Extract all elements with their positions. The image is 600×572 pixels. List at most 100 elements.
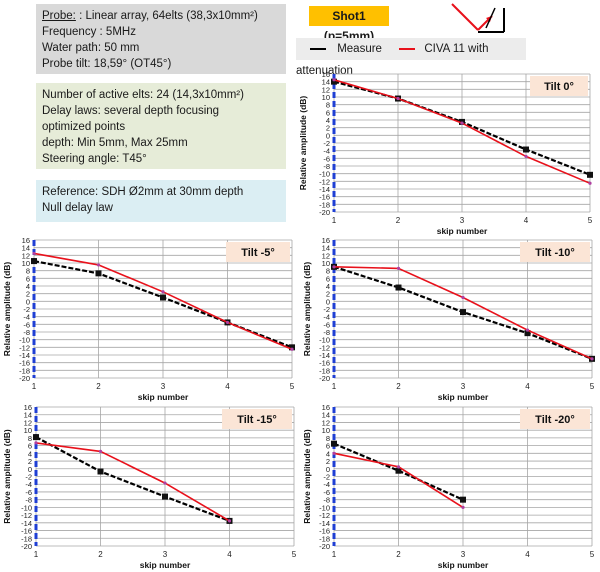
measure-point: [460, 496, 466, 503]
x-axis-label: skip number: [140, 560, 191, 570]
y-tick-label: -16: [19, 359, 30, 368]
chart-title-bg: [226, 242, 290, 262]
civa-point: [332, 265, 336, 269]
measure-point: [160, 294, 166, 301]
null-delay-text: Null delay law: [42, 202, 113, 214]
civa-point: [590, 357, 594, 361]
chart-title: Tilt -20°: [535, 414, 575, 426]
y-tick-label: -12: [319, 177, 330, 186]
chart-title-bg: [520, 242, 590, 262]
civa-point: [332, 78, 336, 82]
measure-point: [460, 309, 466, 316]
water-path-text: Water path: 50 mm: [42, 42, 140, 54]
y-tick-label: 0: [326, 465, 330, 474]
y-tick-label: -2: [23, 305, 30, 314]
legend-measure-line: [310, 47, 326, 50]
x-tick-label: 4: [524, 216, 529, 225]
x-tick-label: 5: [590, 550, 595, 559]
y-tick-label: 2: [326, 290, 330, 299]
y-tick-label: 4: [26, 282, 30, 291]
y-tick-label: 0: [326, 131, 330, 140]
x-tick-label: 1: [34, 550, 39, 559]
x-tick-label: 1: [32, 382, 37, 391]
x-tick-label: 4: [225, 382, 230, 391]
x-tick-label: 5: [292, 550, 297, 559]
chart-tilt-minus15: -20-18-16-14-12-10-8-6-4-202468101214161…: [2, 403, 297, 570]
y-tick-label: 6: [326, 108, 330, 117]
civa-point: [588, 181, 592, 185]
y-axis-label: Relative amplitude (dB): [302, 429, 312, 524]
chart-title-bg: [520, 409, 590, 429]
chart-title: Tilt -10°: [535, 247, 575, 259]
x-tick-label: 5: [290, 382, 295, 391]
y-tick-label: -16: [319, 527, 330, 536]
y-tick-label: 0: [28, 465, 32, 474]
y-tick-label: 16: [322, 70, 330, 79]
y-tick-label: -8: [323, 496, 330, 505]
measure-point: [97, 468, 104, 475]
measure-point: [331, 440, 337, 447]
y-axis-label: Relative amplitude (dB): [298, 96, 308, 191]
y-tick-label: 10: [24, 426, 32, 435]
y-tick-label: -10: [21, 503, 32, 512]
y-tick-label: -2: [323, 473, 330, 482]
x-axis-label: skip number: [437, 226, 488, 236]
y-tick-label: 12: [322, 85, 330, 94]
y-tick-label: -20: [319, 208, 330, 217]
x-tick-label: 1: [332, 382, 337, 391]
y-tick-label: 8: [326, 434, 330, 443]
x-tick-label: 2: [98, 550, 103, 559]
measure-point: [395, 284, 402, 291]
civa-point: [227, 519, 232, 523]
y-tick-label: -14: [319, 185, 330, 194]
legend-civa-line: [399, 47, 416, 50]
x-tick-label: 3: [161, 382, 166, 391]
y-tick-label: 6: [26, 274, 30, 283]
y-tick-label: -6: [323, 320, 330, 329]
probe-label: Probe:: [42, 10, 76, 22]
y-tick-label: -8: [323, 162, 330, 171]
civa-point: [525, 328, 530, 332]
reference-text: Reference: SDH Ø2mm at 30mm depth: [42, 186, 244, 198]
reference-box: Reference: SDH Ø2mm at 30mm depth Null d…: [36, 180, 286, 222]
chart-tilt-0: -20-18-16-14-12-10-8-6-4-202468101214161…: [298, 70, 593, 236]
y-tick-label: -20: [319, 374, 330, 383]
shot-label: Shot1 (p=5mm): [309, 6, 389, 43]
y-tick-label: 14: [322, 244, 330, 253]
y-tick-label: -16: [319, 193, 330, 202]
x-tick-label: 2: [96, 382, 101, 391]
y-tick-label: 12: [24, 418, 32, 427]
y-axis-label: Relative amplitude (dB): [302, 262, 312, 357]
y-tick-label: -6: [23, 320, 30, 329]
y-tick-label: -14: [21, 519, 32, 528]
civa-point: [396, 465, 401, 469]
y-tick-label: -6: [25, 488, 32, 497]
measure-point: [395, 467, 402, 474]
y-tick-label: 10: [22, 259, 30, 268]
delay-laws-text-2: optimized points: [42, 121, 126, 133]
civa-point: [461, 505, 465, 509]
measure-point: [33, 434, 39, 441]
y-tick-label: -12: [319, 343, 330, 352]
frequency-text: Frequency : 5MHz: [42, 26, 136, 38]
y-axis-label: Relative amplitude (dB): [2, 429, 12, 524]
y-tick-label: 8: [326, 101, 330, 110]
delay-laws-box: Number of active elts: 24 (14,3x10mm²) D…: [36, 83, 286, 169]
y-tick-label: -4: [323, 480, 330, 489]
y-tick-label: 4: [28, 449, 32, 458]
probe-info-box: Probe: : Linear array, 64elts (38,3x10mm…: [36, 4, 286, 74]
civa-point: [396, 96, 400, 101]
x-tick-label: 3: [163, 550, 168, 559]
chart-tilt-minus10: -20-18-16-14-12-10-8-6-4-202468101214161…: [302, 236, 595, 402]
y-tick-label: -4: [25, 480, 32, 489]
x-axis-label: skip number: [138, 392, 189, 402]
civa-point: [524, 154, 528, 159]
y-tick-label: 14: [322, 78, 330, 87]
x-tick-label: 1: [332, 216, 337, 225]
y-tick-label: -6: [323, 154, 330, 163]
x-tick-label: 4: [227, 550, 232, 559]
y-tick-label: -8: [323, 328, 330, 337]
y-tick-label: 10: [322, 426, 330, 435]
legend-measure-label: Measure: [337, 43, 382, 55]
y-tick-label: 6: [326, 442, 330, 451]
